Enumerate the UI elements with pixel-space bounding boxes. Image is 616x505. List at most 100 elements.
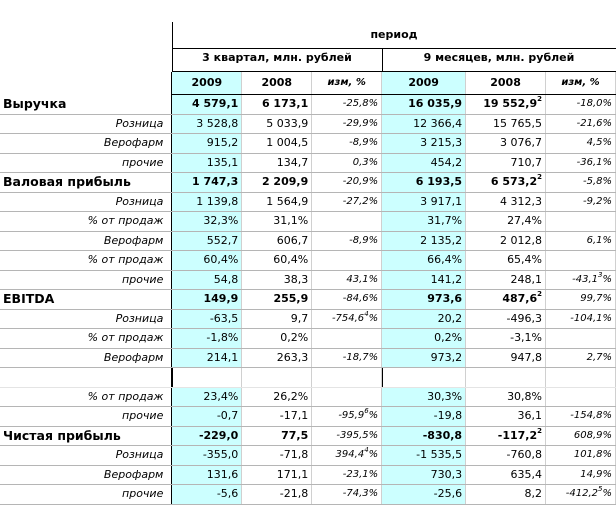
cell: -8,9% [311,231,383,251]
cell-suffix: % [602,488,612,500]
row-label: Верофарм [0,348,173,368]
cell: 263,3 [241,348,313,368]
cell: 973,6 [381,289,467,310]
cell: 8,2 [465,484,547,505]
cell-value: 66,4% [427,253,463,267]
cell-value: -23,1% [342,468,379,480]
table-row: % от продаж 23,4% 26,2% 30,3% 30,8% [0,387,616,407]
cell-value: -74,3% [342,488,379,500]
cell-value: -496,3 [506,311,543,325]
cell: 131,6 [171,465,243,485]
cell: 101,8% [545,445,616,466]
row-label: прочие [0,484,173,505]
table-row: Верофарм 214,1 263,3 -18,7% 973,2 947,8 2,7% [0,348,616,368]
cell: -9,2% [545,192,616,212]
cell: -395,5% [311,426,383,446]
cell-value: 2 135,2 [420,233,463,247]
cell-suffix: % [368,410,379,422]
table-row: Верофарм 131,6 171,1 -23,1% 730,3 635,4 14,9% [0,465,616,485]
cell-value: 8,2 [524,487,543,501]
cell-value: -63,5 [209,311,239,325]
cell: 141,2 [381,270,467,290]
cell-value: -43,1 [572,273,599,285]
period-underline [172,48,616,49]
cell-value: 5 033,9 [266,116,309,130]
cell [465,367,547,388]
empty-corner [0,72,173,95]
table-row: Розница 3 528,8 5 033,9 -29,9% 12 366,4 15 76… [0,114,616,134]
row-label: Розница [0,309,173,329]
row-label: Верофарм [0,465,173,485]
cell: -21,8 [241,484,313,505]
cell-value: 248,1 [510,272,543,286]
cell [311,328,383,349]
cell-value: 77,5 [281,428,309,442]
cell-suffix: % [368,449,379,461]
cell: 947,8 [465,348,547,368]
cell: 135,1 [171,153,243,173]
cell: -27,2% [311,192,383,212]
cell: -18,0% [545,94,616,115]
cell [311,250,383,271]
row-label: % от продаж [0,387,173,407]
cell-value: -1,8% [206,331,239,345]
cell-value: -25,8% [342,98,379,110]
cell-value: -19,8 [433,409,463,423]
cell: 99,7% [545,289,616,310]
cell: -496,3 [465,309,547,329]
cell-value: 2 012,8 [500,233,543,247]
cell-value: 1 004,5 [266,136,309,150]
cell: 214,1 [171,348,243,368]
cell: 3 917,1 [381,192,467,212]
table-row: EBITDA 149,9 255,9 -84,6% 973,6 487,62 99,7% [0,289,616,310]
cell-value: 101,8% [573,449,612,461]
cell-value: 60,4% [203,253,239,267]
cell-value: -395,5% [336,429,379,441]
year-header-row: 2009 2008 изм, % 2009 2008 изм, % [0,72,616,95]
table-row: Розница -355,0 -71,8 394,44% -1 535,5 -760,8 1… [0,445,616,466]
cell-value: 4 579,1 [192,97,239,111]
cell [545,211,616,232]
cell-value: 135,1 [206,155,239,169]
cell-value: 99,7% [580,293,612,305]
cell-value: 255,9 [273,292,309,306]
cell-value: 19 552,9 [483,97,538,111]
row-label: % от продаж [0,250,173,271]
cell: 248,1 [465,270,547,290]
cell-value: -8,9% [349,137,379,149]
table-row: % от продаж 32,3% 31,1% 31,7% 27,4% [0,211,616,232]
cell-value: 27,4% [507,214,543,228]
cell: 3 215,3 [381,133,467,154]
cell: 454,2 [381,153,467,173]
cell-value: 31,1% [273,214,309,228]
cell: -63,5 [171,309,243,329]
cell-value: 134,7 [276,155,309,169]
financial-table: 2009 2008 изм, % 2009 2008 изм, % Выручк… [0,72,616,505]
cell-value: -18,0% [576,98,612,110]
cell [311,211,383,232]
cell: 2 135,2 [381,231,467,251]
cell-value: -412,2 [565,488,599,500]
cell-value: -5,8% [582,176,612,188]
cell-value: 454,2 [430,155,463,169]
cell-value: 2 209,9 [261,175,309,189]
cell-value: 606,7 [276,233,309,247]
cell: 12 366,4 [381,114,467,134]
cell-value: 4 312,3 [500,194,543,208]
cell [171,367,243,388]
cell [241,367,313,388]
cell-value: -20,9% [342,176,379,188]
cell-value: 2,7% [586,351,612,363]
cell-value: 730,3 [430,467,463,481]
cell-value: 32,3% [203,214,239,228]
cell [545,328,616,349]
cell: 134,7 [241,153,313,173]
cell [381,367,467,388]
cell-value: 915,2 [206,136,239,150]
cell: 2,7% [545,348,616,368]
cell-value: 3 215,3 [420,136,463,150]
cell: -5,6 [171,484,243,505]
cell: -5,8% [545,172,616,193]
cell: 32,3% [171,211,243,232]
cell: 5 033,9 [241,114,313,134]
